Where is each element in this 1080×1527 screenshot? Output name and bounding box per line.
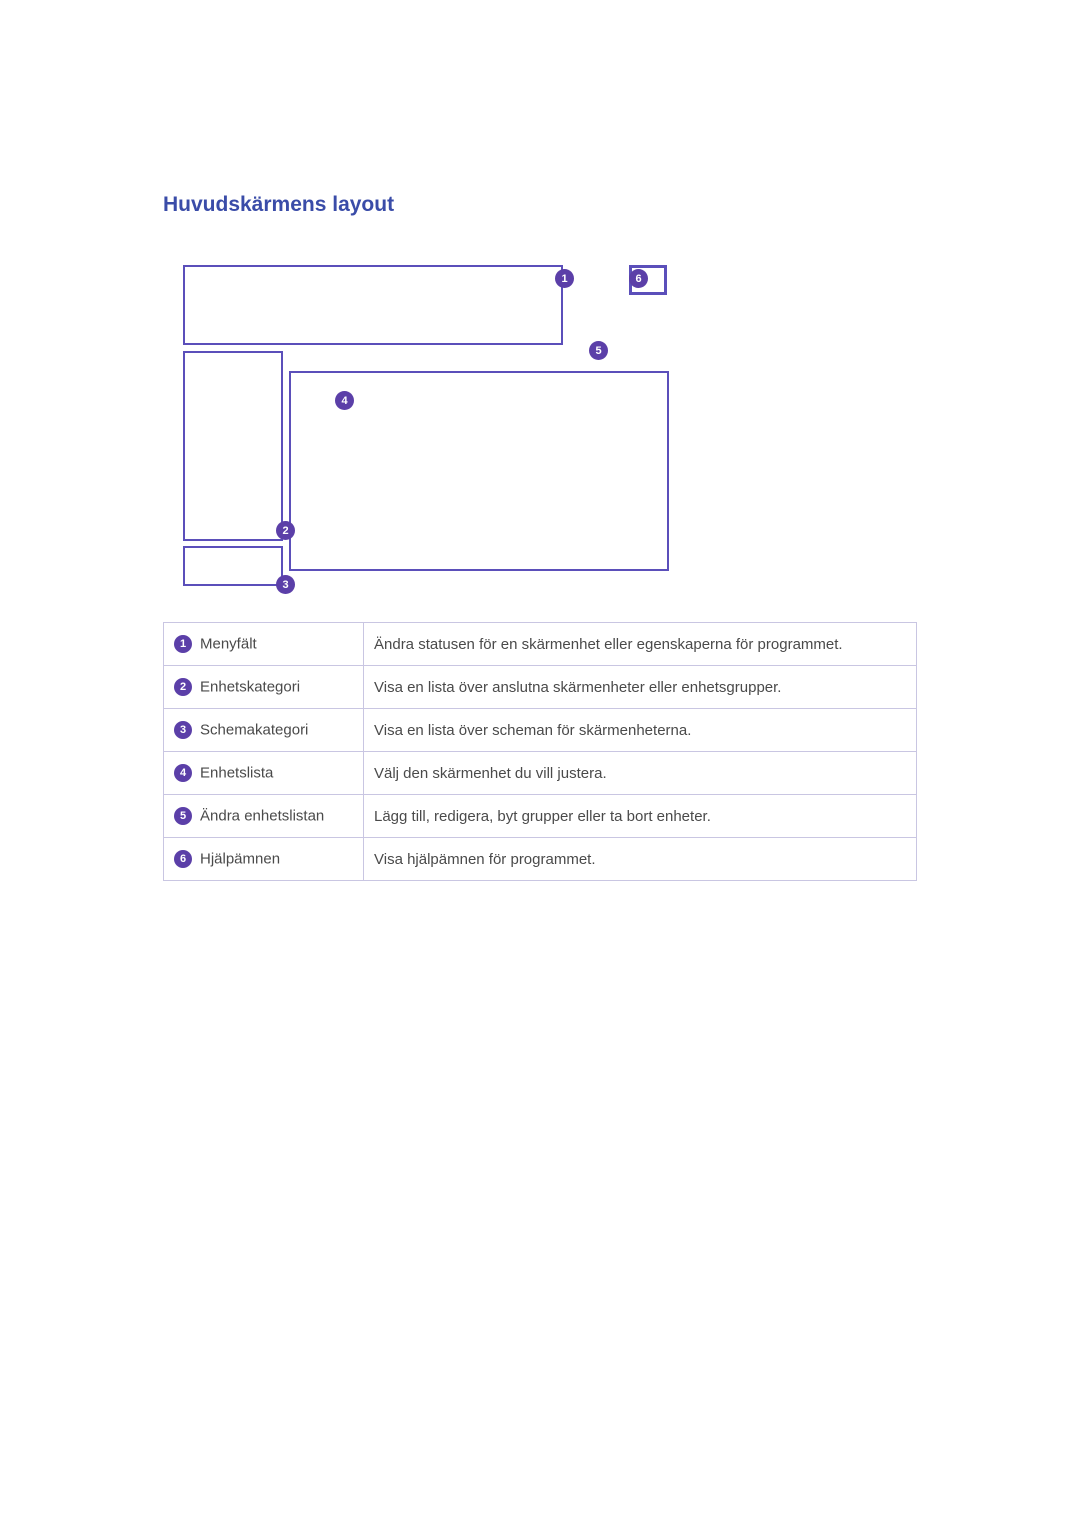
legend-desc-cell: Visa en lista över scheman för skärmenhe… bbox=[364, 709, 917, 752]
legend-label: Hjälpämnen bbox=[200, 851, 280, 868]
legend-label-cell: 3 Schemakategori bbox=[164, 709, 364, 752]
legend-desc-cell: Visa en lista över anslutna skärmenheter… bbox=[364, 666, 917, 709]
diagram-region-menubar bbox=[183, 265, 563, 345]
legend-table: 1 Menyfält Ändra statusen för en skärmenhe… bbox=[163, 622, 917, 881]
legend-label-cell: 2 Enhetskategori bbox=[164, 666, 364, 709]
legend-label: Enhetslista bbox=[200, 765, 273, 782]
diagram-region-schedule-cat bbox=[183, 546, 283, 586]
legend-row: 3 Schemakategori Visa en lista över schema… bbox=[164, 709, 917, 752]
legend-desc-cell: Ändra statusen för en skärmenhet eller e… bbox=[364, 623, 917, 666]
legend-number-badge: 5 bbox=[174, 807, 192, 825]
legend-label-cell: 1 Menyfält bbox=[164, 623, 364, 666]
callout-5: 5 bbox=[589, 341, 608, 360]
legend-row: 6 Hjälpämnen Visa hjälpämnen för programme… bbox=[164, 838, 917, 881]
legend-label: Ändra enhetslistan bbox=[200, 808, 324, 825]
page-content: Huvudskärmens layout 1 2 3 4 5 6 1 Menyfä… bbox=[163, 193, 917, 881]
callout-2: 2 bbox=[276, 521, 295, 540]
legend-number-badge: 6 bbox=[174, 850, 192, 868]
callout-4: 4 bbox=[335, 391, 354, 410]
legend-label-cell: 6 Hjälpämnen bbox=[164, 838, 364, 881]
legend-desc-cell: Visa hjälpämnen för programmet. bbox=[364, 838, 917, 881]
legend-number-badge: 2 bbox=[174, 678, 192, 696]
legend-label-cell: 5 Ändra enhetslistan bbox=[164, 795, 364, 838]
legend-label: Schemakategori bbox=[200, 722, 308, 739]
legend-label: Menyfält bbox=[200, 636, 257, 653]
legend-row: 1 Menyfält Ändra statusen för en skärmenhe… bbox=[164, 623, 917, 666]
callout-6: 6 bbox=[629, 269, 648, 288]
legend-label-cell: 4 Enhetslista bbox=[164, 752, 364, 795]
legend-label: Enhetskategori bbox=[200, 679, 300, 696]
section-heading: Huvudskärmens layout bbox=[163, 193, 917, 217]
callout-1: 1 bbox=[555, 269, 574, 288]
legend-desc-cell: Välj den skärmenhet du vill justera. bbox=[364, 752, 917, 795]
legend-row: 5 Ändra enhetslistan Lägg till, redigera, … bbox=[164, 795, 917, 838]
layout-diagram: 1 2 3 4 5 6 bbox=[183, 265, 691, 590]
legend-number-badge: 4 bbox=[174, 764, 192, 782]
diagram-region-device-cat bbox=[183, 351, 283, 541]
legend-number-badge: 1 bbox=[174, 635, 192, 653]
legend-number-badge: 3 bbox=[174, 721, 192, 739]
legend-desc-cell: Lägg till, redigera, byt grupper eller t… bbox=[364, 795, 917, 838]
callout-3: 3 bbox=[276, 575, 295, 594]
legend-row: 2 Enhetskategori Visa en lista över anslut… bbox=[164, 666, 917, 709]
legend-row: 4 Enhetslista Välj den skärmenhet du vill … bbox=[164, 752, 917, 795]
